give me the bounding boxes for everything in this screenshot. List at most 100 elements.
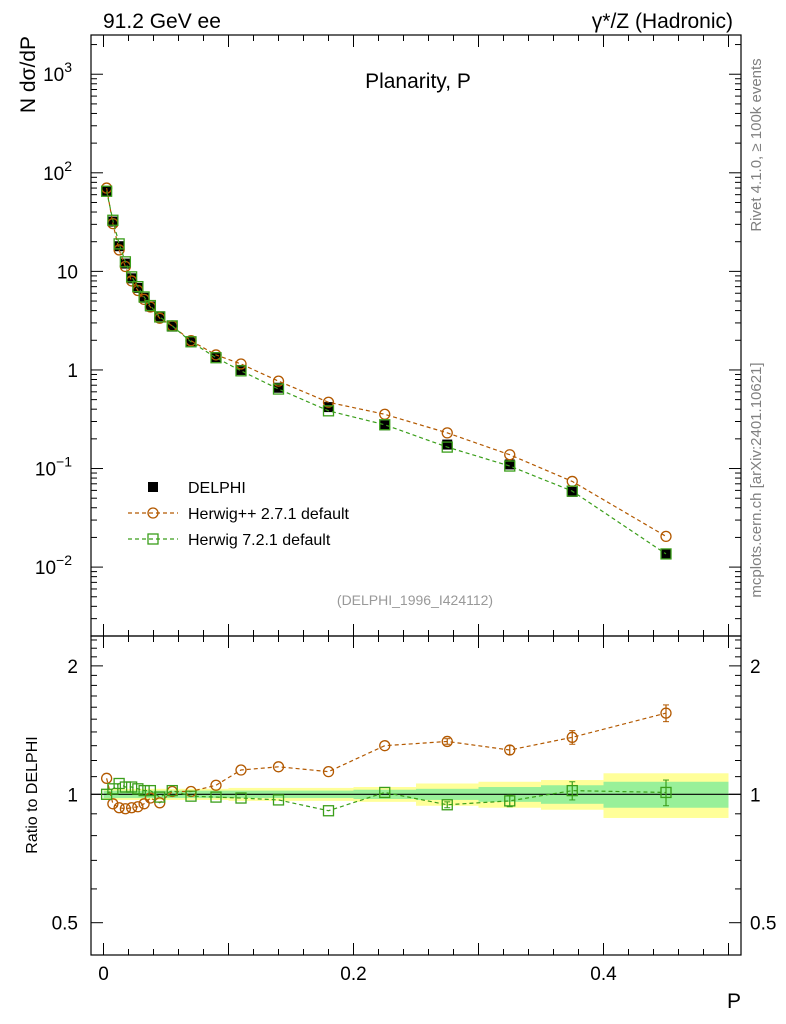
- ratio-point: [119, 781, 132, 793]
- ratio-point: [210, 791, 222, 803]
- legend-entry-herwig-7-2-1-default: Herwig 7.2.1 default: [128, 532, 331, 549]
- data-point: [154, 311, 166, 323]
- legend-entry-herwig-2-7-1-default: Herwig++ 2.7.1 default: [128, 506, 350, 523]
- data-point: [660, 530, 672, 543]
- data-point: [566, 485, 578, 497]
- x-tick-label: 0: [98, 964, 109, 985]
- data-point: [113, 244, 125, 256]
- legend-label: Herwig++ 2.7.1 default: [188, 506, 350, 523]
- y-tick-label: 2: [67, 657, 78, 678]
- data-point: [211, 352, 221, 363]
- legend-entry-delphi: DELPHI: [148, 480, 246, 497]
- ratio-y-axis-label: Ratio to DELPHI: [24, 736, 41, 853]
- ratio-point: [504, 795, 516, 807]
- data-point: [567, 486, 578, 497]
- data-point: [504, 449, 516, 461]
- y-tick-label-right: 0.5: [750, 914, 776, 935]
- ratio-point: [441, 799, 453, 811]
- legend-label: DELPHI: [188, 480, 246, 497]
- ratio-point: [235, 792, 247, 804]
- ratio-point: [660, 786, 672, 799]
- data-point: [113, 238, 125, 250]
- ratio-point: [504, 744, 516, 756]
- legend-marker: [147, 533, 159, 545]
- data-point: [107, 214, 119, 226]
- ratio-point: [379, 740, 391, 752]
- series-line: [106, 191, 667, 555]
- data-point: [138, 291, 150, 303]
- ratio-point: [132, 801, 144, 813]
- y-tick-label-right: 2: [750, 657, 761, 678]
- data-point: [660, 548, 672, 560]
- ratio-point: [138, 784, 150, 797]
- data-point: [126, 273, 137, 284]
- ratio-point: [322, 805, 335, 817]
- ratio-point: [660, 707, 672, 719]
- ratio-point: [441, 735, 453, 748]
- ratio-point: [125, 802, 138, 814]
- process-label: γ*/Z (Hadronic): [592, 10, 733, 33]
- energy-label: 91.2 GeV ee: [103, 10, 221, 33]
- data-point: [235, 365, 247, 377]
- y-tick-label: 102: [43, 158, 72, 185]
- y-axis-label: N dσ/dP: [17, 36, 40, 113]
- data-point: [379, 420, 390, 431]
- data-point: [504, 459, 515, 470]
- ratio-point: [272, 794, 285, 806]
- series-line: [106, 187, 667, 537]
- data-point: [144, 299, 157, 312]
- x-tick-label: 0.2: [340, 964, 366, 985]
- data-point: [272, 375, 285, 387]
- legend-marker: [148, 482, 158, 492]
- y-tick-label: 103: [43, 59, 72, 86]
- ratio-point: [125, 781, 138, 793]
- mcplots-reference-label: mcplots.cern.ch [arXiv:2401.10621]: [748, 362, 765, 597]
- data-point: [504, 460, 516, 472]
- data-point: [132, 282, 143, 293]
- ratio-point: [185, 790, 197, 802]
- data-point: [210, 352, 222, 364]
- data-point: [441, 441, 453, 453]
- data-point: [442, 439, 453, 450]
- ratio-point: [566, 731, 578, 743]
- data-point: [166, 320, 178, 332]
- plot-title: Planarity, P: [365, 70, 471, 93]
- y-tick-label: 1: [67, 361, 78, 382]
- x-axis-label: P: [727, 990, 741, 1013]
- data-point: [125, 271, 138, 283]
- y-tick-label-right: 1: [750, 785, 761, 806]
- data-point: [235, 358, 247, 370]
- ratio-point: [119, 803, 132, 815]
- data-point: [379, 419, 391, 431]
- data-point: [441, 427, 453, 439]
- ratio-point: [235, 764, 247, 776]
- data-point: [114, 241, 125, 252]
- legend-label: Herwig 7.2.1 default: [188, 532, 331, 549]
- ratio-point: [272, 761, 285, 773]
- ratio-point: [379, 786, 391, 799]
- data-point: [120, 258, 131, 269]
- analysis-id-label: (DELPHI_1996_I424112): [337, 592, 493, 608]
- ratio-panel: 0.5 0.5 1 1 2 2 0 0.2 0.4 Ratio to DELPHI P: [24, 635, 776, 1013]
- ratio-point: [100, 772, 113, 784]
- series-delphi: [101, 186, 671, 560]
- ratio-point: [154, 791, 166, 803]
- data-point: [661, 549, 671, 560]
- ratio-point: [566, 784, 578, 797]
- ratio-point: [107, 798, 119, 810]
- ratio-point: [210, 779, 222, 791]
- data-point: [236, 364, 246, 375]
- data-point: [379, 408, 391, 420]
- data-point: [272, 383, 285, 395]
- data-point: [273, 382, 284, 393]
- ratio-point: [138, 798, 150, 810]
- data-point: [185, 336, 197, 348]
- ratio-point: [322, 765, 335, 778]
- legend: DELPHI Herwig++ 2.7.1 default Herwig 7.2.1…: [128, 480, 350, 549]
- y-tick-label: 10−1: [35, 454, 72, 481]
- data-point: [132, 280, 144, 293]
- y-tick-label: 10−2: [35, 552, 72, 579]
- y-tick-label: 10: [57, 262, 78, 283]
